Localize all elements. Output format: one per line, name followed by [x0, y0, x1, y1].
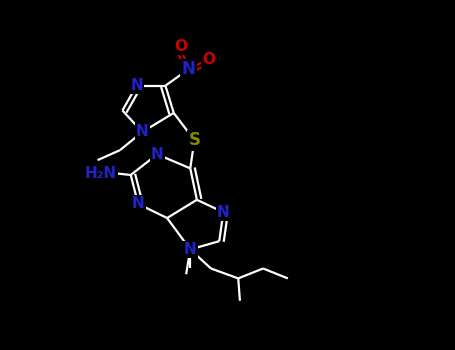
Text: N: N — [151, 147, 163, 162]
Text: N: N — [217, 205, 230, 220]
Text: N: N — [132, 196, 145, 211]
Text: N: N — [184, 242, 197, 257]
Text: N: N — [136, 125, 149, 140]
Text: N: N — [130, 78, 143, 93]
Text: N: N — [182, 60, 196, 78]
Text: S: S — [188, 131, 200, 149]
Text: O: O — [174, 39, 187, 54]
Text: O: O — [202, 52, 215, 67]
Text: H₂N: H₂N — [85, 166, 117, 181]
